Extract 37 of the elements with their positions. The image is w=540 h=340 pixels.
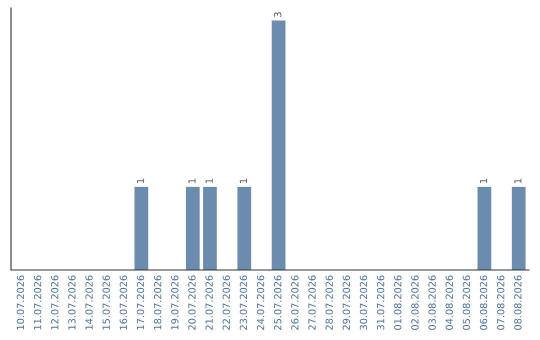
data-label: 1 <box>188 178 196 183</box>
data-label: 1 <box>136 178 144 183</box>
x-tick-label: 22.07.2026 <box>222 275 230 330</box>
data-label: 1 <box>480 178 488 183</box>
x-tick-label: 02.08.2026 <box>411 275 419 330</box>
x-tick-label: 19.07.2026 <box>171 275 178 330</box>
x-tick-label: 16.07.2026 <box>120 275 128 330</box>
data-label: 3 <box>274 12 282 17</box>
x-tick-label: 31.07.2026 <box>376 275 384 330</box>
x-tick-label: 08.08.2026 <box>514 275 522 330</box>
x-tick-label: 18.07.2026 <box>154 275 162 330</box>
x-tick-label: 26.07.2026 <box>291 275 299 330</box>
x-tick-label: 04.08.2026 <box>446 275 453 330</box>
x-tick-label: 07.08.2026 <box>497 275 504 330</box>
x-tick-label: 15.07.2026 <box>102 275 110 330</box>
x-tick-label: 28.07.2026 <box>326 275 333 330</box>
x-tick-label: 29.07.2026 <box>342 275 350 330</box>
x-tick-label: 11.07.2026 <box>34 275 42 330</box>
data-label: 1 <box>206 178 213 183</box>
x-tick-label: 21.07.2026 <box>205 275 213 330</box>
x-tick-label: 27.07.2026 <box>308 275 316 330</box>
x-tick-label: 30.07.2026 <box>360 275 368 330</box>
x-tick-label: 20.07.2026 <box>188 275 196 330</box>
x-tick-label: 01.08.2026 <box>394 275 402 330</box>
x-tick-label: 10.07.2026 <box>16 275 24 330</box>
x-tick-label: 12.07.2026 <box>51 275 58 330</box>
x-tick-label: 24.07.2026 <box>256 275 264 330</box>
x-tick-label: 23.07.2026 <box>240 275 248 330</box>
x-tick-label: 05.08.2026 <box>462 275 470 330</box>
x-tick-label: 25.07.2026 <box>274 275 282 330</box>
data-label: 1 <box>240 178 247 183</box>
data-label: 1 <box>514 178 522 183</box>
x-tick-label: 03.08.2026 <box>428 275 436 330</box>
x-tick-label: 13.07.2026 <box>68 275 76 330</box>
x-tick-label: 17.07.2026 <box>136 275 144 330</box>
x-tick-label: 06.08.2026 <box>480 275 488 330</box>
x-tick-label: 14.07.2026 <box>85 275 93 330</box>
